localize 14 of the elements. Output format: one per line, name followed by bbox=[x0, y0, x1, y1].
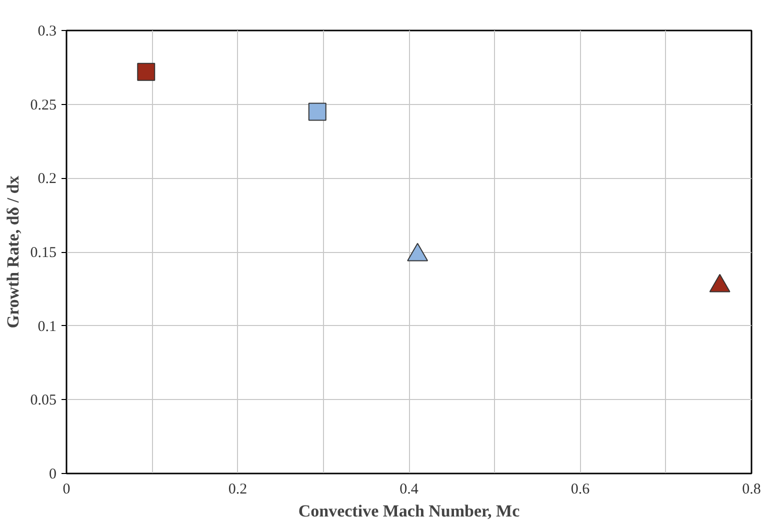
x-tick-label: 0.8 bbox=[742, 482, 761, 498]
x-tick-label: 0.2 bbox=[228, 482, 248, 498]
y-tick-label: 0.2 bbox=[38, 171, 56, 188]
x-axis-title: Convective Mach Number, Mc bbox=[298, 502, 520, 520]
y-tick-label: 0.15 bbox=[30, 245, 56, 261]
y-tick-label: 0.1 bbox=[38, 318, 56, 335]
y-tick-label: 0 bbox=[49, 466, 56, 482]
y-axis-title: Growth Rate, dδ / dx bbox=[3, 175, 22, 328]
x-tick-label: 0 bbox=[62, 482, 70, 498]
y-tick-label: 0.25 bbox=[30, 97, 56, 114]
x-tick-label: 0.6 bbox=[570, 482, 590, 498]
x-tick-label: 0.4 bbox=[400, 482, 419, 498]
y-tick-label: 0.3 bbox=[38, 24, 56, 40]
y-tick-label: 0.05 bbox=[30, 392, 56, 409]
